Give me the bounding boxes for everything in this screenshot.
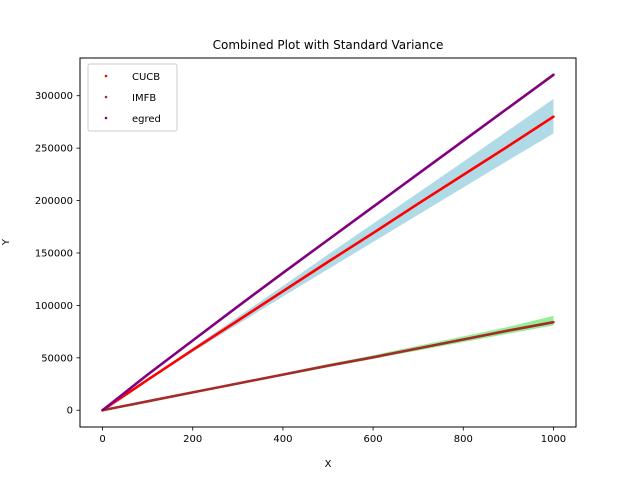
y-axis-label: Y (1, 238, 12, 246)
legend-label-imfb: IMFB (132, 93, 156, 104)
x-tick-label: 400 (273, 434, 292, 445)
legend-marker-imfb (104, 95, 108, 99)
legend-entries: CUCB IMFB egred (104, 72, 161, 125)
legend-box (87, 63, 178, 132)
y-tick-label: 0 (67, 406, 73, 417)
legend-label-cucb: CUCB (132, 72, 160, 83)
legend-marker-cucb (104, 74, 108, 78)
x-tick-label: 0 (99, 434, 105, 445)
legend-marker-egred (104, 116, 108, 120)
variance-band-cucb (102, 98, 554, 411)
series-line-egred (101, 73, 555, 412)
series-lines (101, 73, 555, 412)
y-tick-label: 150000 (35, 248, 73, 259)
series-line-imfb (101, 320, 555, 412)
x-axis-label: X (325, 459, 332, 470)
series-line-cucb (101, 115, 555, 412)
x-tick-label: 1000 (541, 434, 566, 445)
chart-title: Combined Plot with Standard Variance (213, 38, 444, 52)
x-tick-label: 800 (454, 434, 473, 445)
y-axis-ticks: 0 50000 100000 150000 200000 250000 300000 (35, 91, 80, 417)
x-axis-ticks: 0 200 400 600 800 1000 (99, 427, 566, 445)
legend-label-egred: egred (132, 114, 161, 125)
x-tick-label: 200 (183, 434, 202, 445)
y-tick-label: 100000 (35, 301, 73, 312)
y-tick-label: 200000 (35, 196, 73, 207)
y-tick-label: 50000 (41, 353, 73, 364)
x-tick-label: 600 (364, 434, 383, 445)
legend: CUCB IMFB egred (87, 63, 178, 132)
y-tick-label: 250000 (35, 144, 73, 155)
plot-frame (79, 57, 577, 428)
y-tick-label: 300000 (35, 91, 73, 102)
